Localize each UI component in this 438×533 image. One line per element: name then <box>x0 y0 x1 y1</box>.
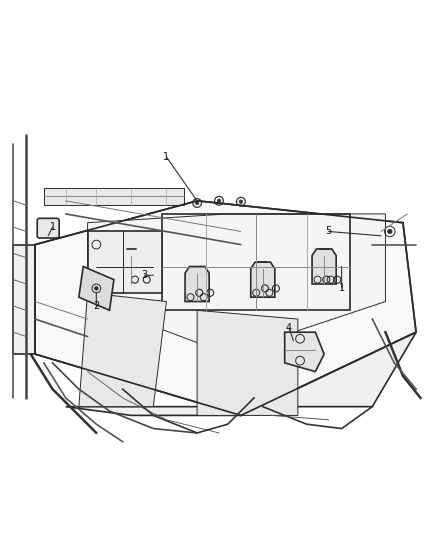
Polygon shape <box>88 231 162 293</box>
Circle shape <box>195 201 199 205</box>
Polygon shape <box>251 262 275 297</box>
Text: 3: 3 <box>141 270 148 280</box>
FancyBboxPatch shape <box>37 219 59 238</box>
Polygon shape <box>66 332 416 415</box>
Circle shape <box>388 229 392 233</box>
Polygon shape <box>44 188 184 205</box>
Polygon shape <box>312 249 336 284</box>
Polygon shape <box>88 214 385 354</box>
Polygon shape <box>79 293 166 407</box>
Circle shape <box>239 200 243 204</box>
Polygon shape <box>35 201 416 415</box>
Text: 1: 1 <box>163 152 170 162</box>
Text: 4: 4 <box>286 323 292 333</box>
Text: 1: 1 <box>339 284 345 293</box>
Circle shape <box>217 199 221 203</box>
Circle shape <box>95 287 98 290</box>
Text: 2: 2 <box>93 301 99 311</box>
Text: 5: 5 <box>325 227 332 237</box>
Polygon shape <box>185 266 209 302</box>
Polygon shape <box>79 266 114 310</box>
Polygon shape <box>119 249 143 284</box>
Polygon shape <box>197 310 298 415</box>
Polygon shape <box>285 332 324 372</box>
Polygon shape <box>13 245 35 354</box>
Text: 1: 1 <box>49 222 56 232</box>
